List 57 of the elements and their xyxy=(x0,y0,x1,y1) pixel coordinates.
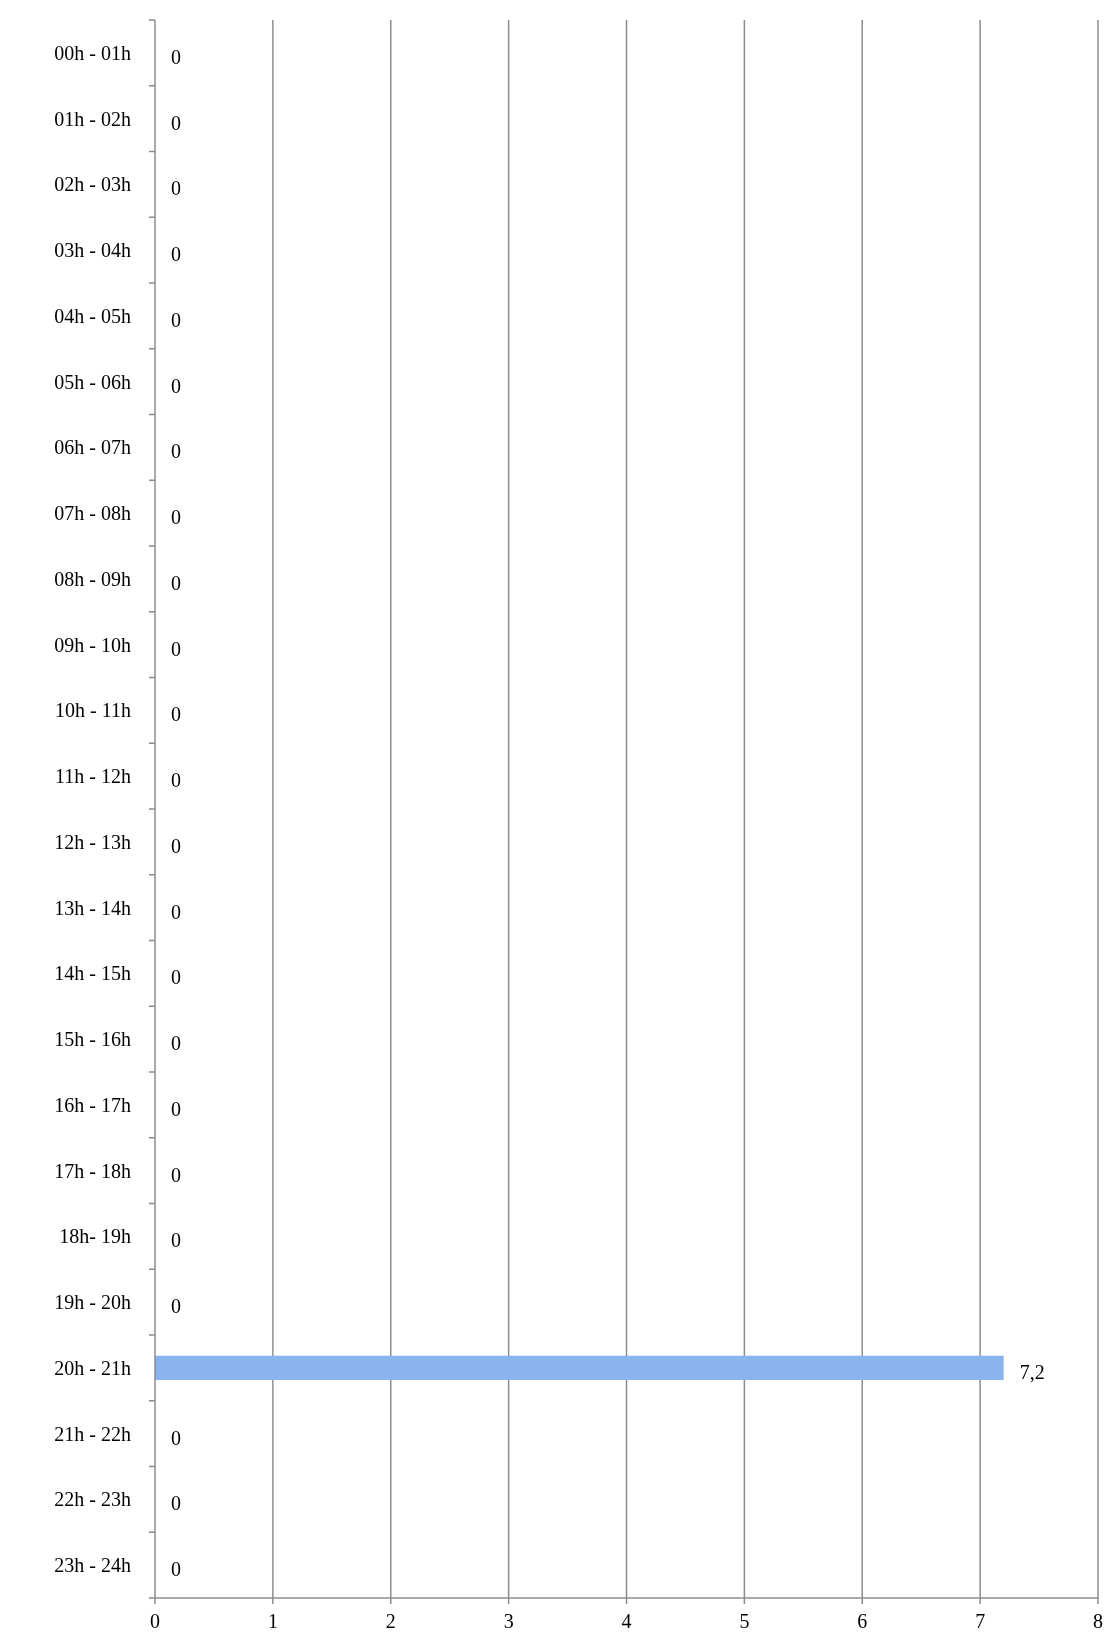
y-tick-label: 13h - 14h xyxy=(54,896,131,919)
y-tick-label: 09h - 10h xyxy=(54,633,131,656)
y-tick-label: 07h - 08h xyxy=(54,502,131,525)
y-tick-label: 19h - 20h xyxy=(54,1291,131,1314)
x-tick-label: 3 xyxy=(503,1610,514,1632)
data-label: 0 xyxy=(171,1229,181,1252)
data-label: 0 xyxy=(171,1558,181,1581)
data-label: 0 xyxy=(171,637,181,660)
y-tick-label: 20h - 21h xyxy=(54,1356,131,1379)
data-label: 0 xyxy=(171,769,181,792)
data-label: 0 xyxy=(171,1295,181,1318)
data-label: 0 xyxy=(171,1032,181,1055)
y-tick-label: 23h - 24h xyxy=(54,1554,131,1577)
x-tick-label: 4 xyxy=(621,1610,632,1632)
data-label: 0 xyxy=(171,308,181,331)
data-label: 0 xyxy=(171,1426,181,1449)
y-tick-label: 14h - 15h xyxy=(54,962,131,985)
y-tick-label: 21h - 22h xyxy=(54,1422,131,1445)
data-label: 0 xyxy=(171,900,181,923)
data-label: 0 xyxy=(171,374,181,397)
y-tick-label: 18h- 19h xyxy=(59,1225,131,1248)
x-tick-label: 5 xyxy=(739,1610,750,1632)
y-tick-label: 08h - 09h xyxy=(54,567,131,590)
data-label: 0 xyxy=(171,506,181,529)
y-tick-label: 01h - 02h xyxy=(54,107,131,130)
x-tick-label: 1 xyxy=(267,1610,278,1632)
y-tick-label: 17h - 18h xyxy=(54,1159,131,1182)
x-tick-label: 7 xyxy=(975,1610,986,1632)
y-tick-label: 12h - 13h xyxy=(54,830,131,853)
data-label: 0 xyxy=(171,45,181,68)
y-tick-label: 10h - 11h xyxy=(55,699,131,722)
data-label: 0 xyxy=(171,111,181,134)
data-label: 7,2 xyxy=(1019,1360,1045,1383)
x-tick-label: 8 xyxy=(1093,1610,1103,1632)
x-tick-label: 6 xyxy=(857,1610,868,1632)
y-tick-label: 16h - 17h xyxy=(54,1093,131,1116)
data-label: 0 xyxy=(171,571,181,594)
data-label: 0 xyxy=(171,1097,181,1120)
y-tick-label: 05h - 06h xyxy=(54,370,131,393)
data-label: 0 xyxy=(171,703,181,726)
y-tick-label: 02h - 03h xyxy=(54,173,131,196)
data-label: 0 xyxy=(171,966,181,989)
data-label: 0 xyxy=(171,243,181,266)
y-tick-label: 15h - 16h xyxy=(54,1028,131,1051)
x-tick-label: 0 xyxy=(150,1610,160,1632)
y-tick-label: 03h - 04h xyxy=(54,239,131,262)
x-tick-label: 2 xyxy=(385,1610,396,1632)
data-label: 0 xyxy=(171,177,181,200)
y-tick-label: 04h - 05h xyxy=(54,304,131,327)
data-label: 0 xyxy=(171,1492,181,1515)
y-tick-label: 06h - 07h xyxy=(54,436,131,459)
data-label: 0 xyxy=(171,1163,181,1186)
y-tick-label: 00h - 01h xyxy=(54,41,131,64)
y-tick-label: 22h - 23h xyxy=(54,1488,131,1511)
data-label: 0 xyxy=(171,440,181,463)
data-label: 0 xyxy=(171,834,181,857)
y-tick-label: 11h - 12h xyxy=(55,765,131,788)
